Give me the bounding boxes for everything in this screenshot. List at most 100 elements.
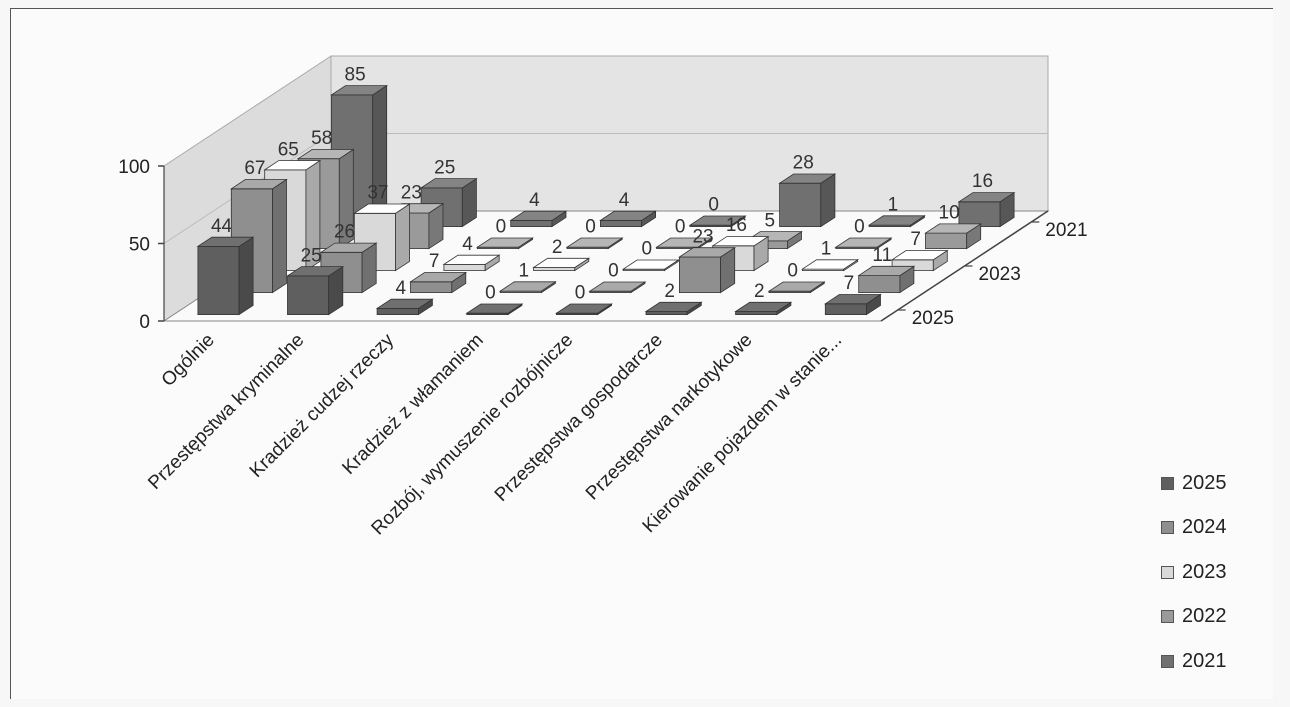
data-label-2021-5: 0 xyxy=(708,195,719,216)
bar-2021-6 xyxy=(778,173,837,228)
data-label-2022-1: 58 xyxy=(311,128,332,149)
data-label-2021-3: 4 xyxy=(529,190,540,211)
legend-item-2024: 2024 xyxy=(1161,506,1261,551)
bar-2025-2 xyxy=(286,265,345,316)
data-label-2023-8: 7 xyxy=(910,229,921,250)
legend-swatch xyxy=(1161,521,1174,535)
data-label-2022-8: 10 xyxy=(939,203,960,224)
bar-2025-1 xyxy=(196,236,255,316)
data-label-2024-7: 0 xyxy=(787,261,798,282)
data-label-2022-6: 5 xyxy=(765,210,776,231)
bar-2021-3 xyxy=(509,210,568,228)
legend-label: 2023 xyxy=(1182,560,1227,583)
data-label-2023-1: 65 xyxy=(278,139,299,160)
data-label-2025-5: 0 xyxy=(575,283,586,304)
bar-2021-7 xyxy=(867,215,926,228)
category-label: Przestępstwa narkotykowe xyxy=(582,330,757,505)
bar-2024-7 xyxy=(767,281,826,294)
bar-2021-5 xyxy=(688,215,747,228)
data-label-2024-8: 11 xyxy=(872,245,892,266)
data-label-2024-6: 23 xyxy=(692,226,713,247)
y-axis: 0 50 100 xyxy=(118,157,165,333)
category-label: Przestępstwa gospodarcze xyxy=(491,330,667,506)
bar-2022-3 xyxy=(475,237,534,250)
data-label-2024-2: 26 xyxy=(334,222,355,243)
data-label-2022-3: 0 xyxy=(496,217,507,238)
data-label-2021-7: 1 xyxy=(888,194,899,215)
data-label-2023-6: 16 xyxy=(726,215,747,236)
category-label: Ogólnie xyxy=(158,330,219,391)
data-label-2023-7: 1 xyxy=(821,238,832,259)
bar-2023-4 xyxy=(532,257,591,272)
data-label-2024-4: 1 xyxy=(518,260,529,281)
legend-swatch xyxy=(1161,654,1174,668)
data-label-2024-3: 7 xyxy=(429,251,440,272)
category-label: Przestępstwa kryminalne xyxy=(144,330,308,494)
legend-swatch xyxy=(1161,476,1174,490)
data-label-2025-6: 2 xyxy=(664,281,675,302)
category-label: Kradzież cudzej rzeczy xyxy=(246,329,399,482)
data-label-2023-3: 4 xyxy=(462,234,473,255)
data-label-2025-2: 25 xyxy=(301,245,322,266)
series-axis: 2021 2023 2025 xyxy=(880,210,1088,329)
bar-2023-2 xyxy=(352,203,411,272)
bar-2024-5 xyxy=(588,281,647,294)
bar-2025-8 xyxy=(823,293,882,316)
series-axis-label: 2021 xyxy=(1045,220,1087,241)
data-label-2022-5: 0 xyxy=(675,217,686,238)
bar-2024-4 xyxy=(498,281,557,294)
legend-item-2022: 2022 xyxy=(1161,595,1261,640)
category-label: Kierowanie pojazdem w stanie... xyxy=(639,330,847,538)
bar-2025-6 xyxy=(644,301,703,316)
bar-2025-4 xyxy=(465,303,524,316)
bar-2021-8 xyxy=(957,191,1016,228)
bar-2022-7 xyxy=(834,237,893,250)
bar-2023-5 xyxy=(621,259,680,272)
chart-frame: 0 50 100 85 25 4 4 0 28 1 16 58 23 0 0 0 5 0 10 65 37 4 2 0 16 1… xyxy=(10,8,1273,699)
data-label-2024-1: 67 xyxy=(244,158,265,179)
data-label-2025-3: 4 xyxy=(395,278,406,299)
data-label-2025-1: 44 xyxy=(211,216,233,237)
bar-layer xyxy=(196,84,1016,316)
data-label-2021-2: 25 xyxy=(434,157,455,178)
series-axis-label: 2023 xyxy=(979,264,1021,285)
data-label-2021-6: 28 xyxy=(793,153,814,174)
data-label-2022-4: 0 xyxy=(585,217,596,238)
gridline xyxy=(163,133,1048,244)
data-label-2022-2: 23 xyxy=(401,182,422,203)
y-tick-label: 0 xyxy=(139,312,150,333)
legend-label: 2022 xyxy=(1182,605,1227,628)
data-label-2025-4: 0 xyxy=(485,283,496,304)
data-label-2022-7: 0 xyxy=(854,217,865,238)
legend: 2025 2024 2023 2022 2021 xyxy=(1161,461,1261,684)
data-label-2023-4: 2 xyxy=(552,237,563,258)
legend-label: 2021 xyxy=(1182,649,1227,672)
legend-label: 2024 xyxy=(1182,516,1227,539)
bar-2023-7 xyxy=(801,259,860,272)
y-tick-label: 100 xyxy=(118,157,150,178)
legend-label: 2025 xyxy=(1182,471,1227,494)
series-axis-label: 2025 xyxy=(912,308,954,329)
data-label-2023-2: 37 xyxy=(367,183,388,204)
data-label-2021-4: 4 xyxy=(619,190,630,211)
data-label-2025-8: 7 xyxy=(844,273,855,294)
data-label-2024-5: 0 xyxy=(608,261,619,282)
bar-2023-3 xyxy=(442,254,501,272)
legend-swatch xyxy=(1161,565,1174,579)
bar-2021-4 xyxy=(599,210,657,228)
legend-swatch xyxy=(1161,610,1174,624)
bar-2024-3 xyxy=(409,271,468,294)
bar-2022-8 xyxy=(924,223,983,250)
bar-2025-5 xyxy=(555,303,613,316)
legend-item-2023: 2023 xyxy=(1161,550,1261,595)
bar-2025-7 xyxy=(734,301,793,316)
data-label-2021-1: 85 xyxy=(345,64,366,85)
bar-2022-4 xyxy=(565,237,624,250)
data-label-2021-8: 16 xyxy=(972,171,993,192)
legend-item-2025: 2025 xyxy=(1161,461,1261,506)
data-label-2025-7: 2 xyxy=(754,281,765,302)
bar-2024-8 xyxy=(857,265,916,294)
